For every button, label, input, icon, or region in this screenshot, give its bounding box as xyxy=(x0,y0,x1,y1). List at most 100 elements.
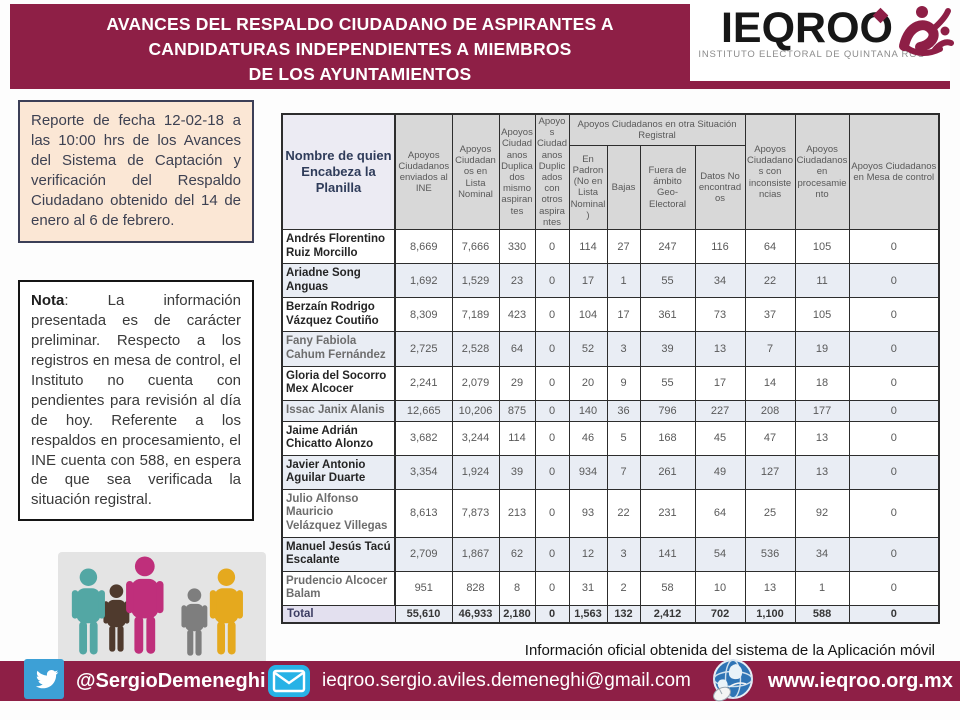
value-cell: 951 xyxy=(394,570,453,606)
value-cell: 2,528 xyxy=(451,331,500,367)
value-cell: 0 xyxy=(848,331,940,367)
value-cell: 7,189 xyxy=(451,297,500,333)
column-header: Bajas xyxy=(606,144,641,231)
report-date-text: Reporte de fecha 12-02-18 a las 10:00 hr… xyxy=(31,112,241,230)
value-cell: 141 xyxy=(639,536,696,572)
value-cell: 0 xyxy=(848,570,940,606)
row-name-cell: Prudencio Alcocer Balam xyxy=(281,570,396,606)
value-cell: 177 xyxy=(794,399,850,422)
row-name-cell: Ariadne Song Anguas xyxy=(281,263,396,299)
table-row: Prudencio Alcocer Balam 951 828 8 0 31 2 58 10 13… xyxy=(281,570,940,606)
nota-text: : La información presentada es de caráct… xyxy=(31,292,241,509)
column-header: Apoyos Ciudadanos Duplicados con otros a… xyxy=(534,113,570,231)
value-cell: 423 xyxy=(498,297,536,333)
value-cell: 127 xyxy=(744,454,796,490)
value-cell: 12,665 xyxy=(394,399,453,422)
table-row: Jaime Adrián Chicatto Alonzo 3,682 3,244 11… xyxy=(281,420,940,456)
table-row: Berzaín Rodrigo Vázquez Coutiño 8,309 7,18… xyxy=(281,297,940,333)
value-cell: 19 xyxy=(794,331,850,367)
value-cell: 37 xyxy=(744,297,796,333)
value-cell: 22 xyxy=(744,263,796,299)
value-cell: 0 xyxy=(534,399,570,422)
report-date-box: Reporte de fecha 12-02-18 a las 10:00 hr… xyxy=(18,100,254,243)
value-cell: 10 xyxy=(694,570,746,606)
column-header: Apoyos Ciudadanos en procesamiento xyxy=(794,113,850,231)
value-cell: 213 xyxy=(498,488,536,538)
value-cell: 10,206 xyxy=(451,399,500,422)
table-body: Andrés Florentino Ruiz Morcillo 8,669 7,66… xyxy=(281,229,940,624)
value-cell: 0 xyxy=(848,297,940,333)
value-cell: 261 xyxy=(639,454,696,490)
value-cell: 330 xyxy=(498,229,536,265)
value-cell: 0 xyxy=(848,536,940,572)
table-row: Gloria del Socorro Mex Alcocer 2,241 2,079… xyxy=(281,365,940,401)
value-cell: 45 xyxy=(694,420,746,456)
value-cell: 13 xyxy=(744,570,796,606)
value-cell: 8,669 xyxy=(394,229,453,265)
row-name-cell: Issac Janix Alanis xyxy=(281,399,396,422)
value-cell: 36 xyxy=(606,399,641,422)
value-cell: 13 xyxy=(694,331,746,367)
row-name-cell: Manuel Jesús Tacú Escalante xyxy=(281,536,396,572)
value-cell: 54 xyxy=(694,536,746,572)
total-label-cell: Total xyxy=(281,604,396,624)
value-cell: 231 xyxy=(639,488,696,538)
email-address: ieqroo.sergio.aviles.demeneghi@gmail.com xyxy=(322,670,691,691)
ieqroo-logo: IEQROO INSTITUTO ELECTORAL DE QUINTANA R… xyxy=(690,0,954,81)
column-header: Apoyos Ciudadanos en Mesa de control xyxy=(848,113,940,231)
value-cell: 49 xyxy=(694,454,746,490)
value-cell: 7 xyxy=(744,331,796,367)
logo-figures-icon xyxy=(899,6,954,56)
value-cell: 3,682 xyxy=(394,420,453,456)
value-cell: 168 xyxy=(639,420,696,456)
value-cell: 93 xyxy=(568,488,608,538)
logo-subtitle: INSTITUTO ELECTORAL DE QUINTANA ROO xyxy=(698,49,926,60)
title-line-1: AVANCES DEL RESPALDO CIUDADANO DE ASPIRA… xyxy=(106,14,614,34)
value-cell: 46 xyxy=(568,420,608,456)
value-cell: 12 xyxy=(568,536,608,572)
logo-wordmark: IEQROO xyxy=(690,6,954,56)
value-cell: 5 xyxy=(606,420,641,456)
total-value-cell: 702 xyxy=(694,604,746,624)
value-cell: 227 xyxy=(694,399,746,422)
value-cell: 8 xyxy=(498,570,536,606)
value-cell: 3 xyxy=(606,536,641,572)
value-cell: 17 xyxy=(606,297,641,333)
total-value-cell: 55,610 xyxy=(394,604,453,624)
value-cell: 22 xyxy=(606,488,641,538)
table-row: Fany Fabiola Cahum Fernández 2,725 2,528 64… xyxy=(281,331,940,367)
row-name-cell: Andrés Florentino Ruiz Morcillo xyxy=(281,229,396,265)
value-cell: 23 xyxy=(498,263,536,299)
value-cell: 2,725 xyxy=(394,331,453,367)
value-cell: 55 xyxy=(639,263,696,299)
row-name-cell: Berzaín Rodrigo Vázquez Coutiño xyxy=(281,297,396,333)
value-cell: 0 xyxy=(534,229,570,265)
value-cell: 114 xyxy=(498,420,536,456)
value-cell: 934 xyxy=(568,454,608,490)
value-cell: 1,867 xyxy=(451,536,500,572)
row-name-cell: Fany Fabiola Cahum Fernández xyxy=(281,331,396,367)
value-cell: 58 xyxy=(639,570,696,606)
value-cell: 0 xyxy=(848,488,940,538)
table-row: Ariadne Song Anguas 1,692 1,529 23 0 17 1 55 34 2… xyxy=(281,263,940,299)
page-title: AVANCES DEL RESPALDO CIUDADANO DE ASPIRA… xyxy=(22,12,698,87)
value-cell: 64 xyxy=(498,331,536,367)
value-cell: 0 xyxy=(534,297,570,333)
nota-label: Nota xyxy=(31,292,65,309)
value-cell: 1,529 xyxy=(451,263,500,299)
value-cell: 14 xyxy=(744,365,796,401)
value-cell: 31 xyxy=(568,570,608,606)
value-cell: 73 xyxy=(694,297,746,333)
column-header: Apoyos Ciudadanos en otra Situación Regi… xyxy=(568,113,746,146)
total-value-cell: 0 xyxy=(848,604,940,624)
value-cell: 0 xyxy=(848,263,940,299)
row-name-cell: Gloria del Socorro Mex Alcocer xyxy=(281,365,396,401)
table-row: Julio Alfonso Mauricio Velázquez Villega… xyxy=(281,488,940,538)
column-header: En Padron (No en Lista Nominal) xyxy=(568,144,608,231)
footnote: Información oficial obtenida del sistema… xyxy=(524,642,935,659)
value-cell: 7 xyxy=(606,454,641,490)
value-cell: 27 xyxy=(606,229,641,265)
row-name-cell: Julio Alfonso Mauricio Velázquez Villega… xyxy=(281,488,396,538)
value-cell: 875 xyxy=(498,399,536,422)
